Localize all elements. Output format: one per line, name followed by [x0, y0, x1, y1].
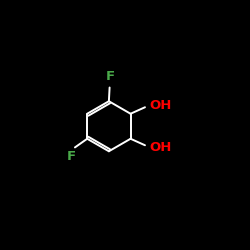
Text: OH: OH [150, 141, 172, 154]
Text: F: F [66, 150, 76, 163]
Text: F: F [105, 70, 115, 83]
Text: OH: OH [150, 98, 172, 112]
